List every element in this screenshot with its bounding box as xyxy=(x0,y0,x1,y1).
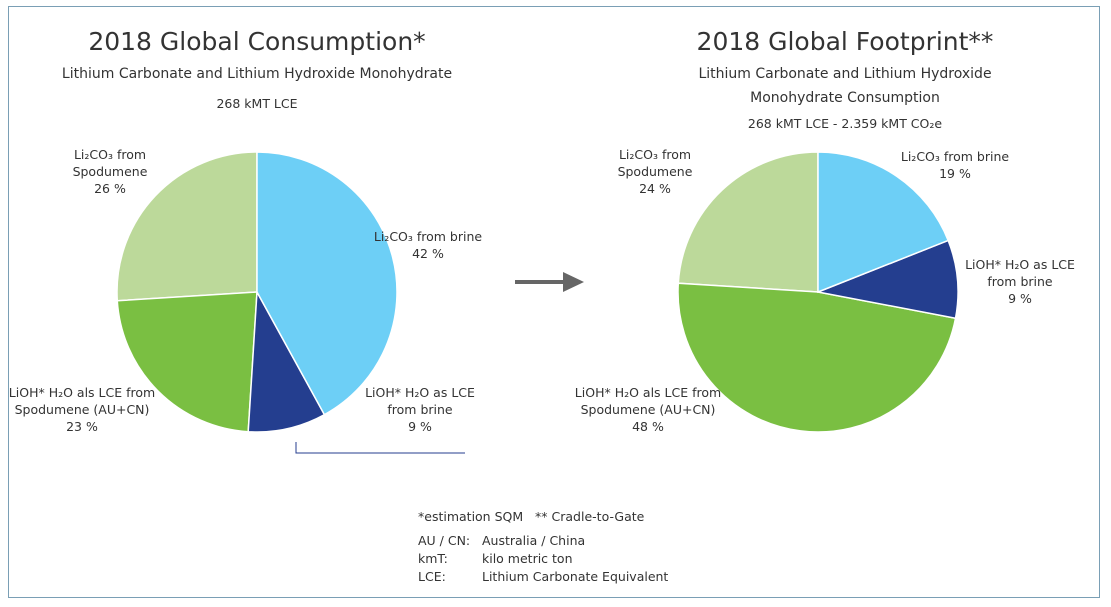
slice-label: Li₂CO₃ from brine xyxy=(900,149,1010,164)
slice-label: LiOH* H₂O als LCE from Spodumene (AU+CN) xyxy=(8,385,156,417)
glossary-term: LCE: xyxy=(418,569,446,584)
slice-label: Li₂CO₃ from Spodumene xyxy=(72,147,148,179)
slice-value: 23 % xyxy=(66,419,98,434)
pie-slice xyxy=(817,151,950,294)
slice-value: 9 % xyxy=(1008,291,1032,306)
glossary-definition: Lithium Carbonate Equivalent xyxy=(482,569,669,584)
leader-line xyxy=(295,442,465,454)
chart-title: 2018 Global Footprint** xyxy=(696,27,994,56)
frame xyxy=(8,6,1100,598)
pie-slice xyxy=(256,151,398,416)
slice-label: LiOH* H₂O als LCE from Spodumene (AU+CN) xyxy=(574,385,722,417)
slice-label: LiOH* H₂O as LCE from brine xyxy=(365,385,475,417)
chart-subtitle: 268 kMT LCE xyxy=(216,96,298,111)
pie-slice xyxy=(116,291,258,433)
slice-label: LiOH* H₂O as LCE from brine xyxy=(965,257,1075,289)
glossary-term: AU / CN: xyxy=(418,533,471,548)
pie-slice xyxy=(247,289,326,433)
glossary-term: kmT: xyxy=(418,551,448,566)
footnote: *estimation SQM ** Cradle-to-Gate xyxy=(418,509,645,524)
pie-slice xyxy=(677,282,957,433)
slice-value: 24 % xyxy=(639,181,671,196)
glossary-definition: kilo metric ton xyxy=(482,551,573,566)
pie-slice xyxy=(677,151,819,293)
chart-subtitle: Lithium Carbonate and Lithium Hydroxide … xyxy=(61,66,453,82)
slice-value: 26 % xyxy=(94,181,126,196)
pie-slice xyxy=(815,239,959,320)
arrow-head xyxy=(563,272,584,292)
glossary-definition: Australia / China xyxy=(482,533,586,548)
slice-label: Li₂CO₃ from Spodumene xyxy=(617,147,693,179)
pie-slice xyxy=(116,151,258,302)
chart-title: 2018 Global Consumption* xyxy=(88,27,426,56)
slice-value: 48 % xyxy=(632,419,664,434)
chart-subtitle: 268 kMT LCE - 2.359 kMT CO₂e xyxy=(747,116,943,131)
chart-subtitle: Lithium Carbonate and Lithium Hydroxide … xyxy=(698,66,992,106)
slice-value: 19 % xyxy=(939,166,971,181)
slice-value: 42 % xyxy=(412,246,444,261)
slice-label: Li₂CO₃ from brine xyxy=(373,229,483,244)
slice-value: 9 % xyxy=(408,419,432,434)
